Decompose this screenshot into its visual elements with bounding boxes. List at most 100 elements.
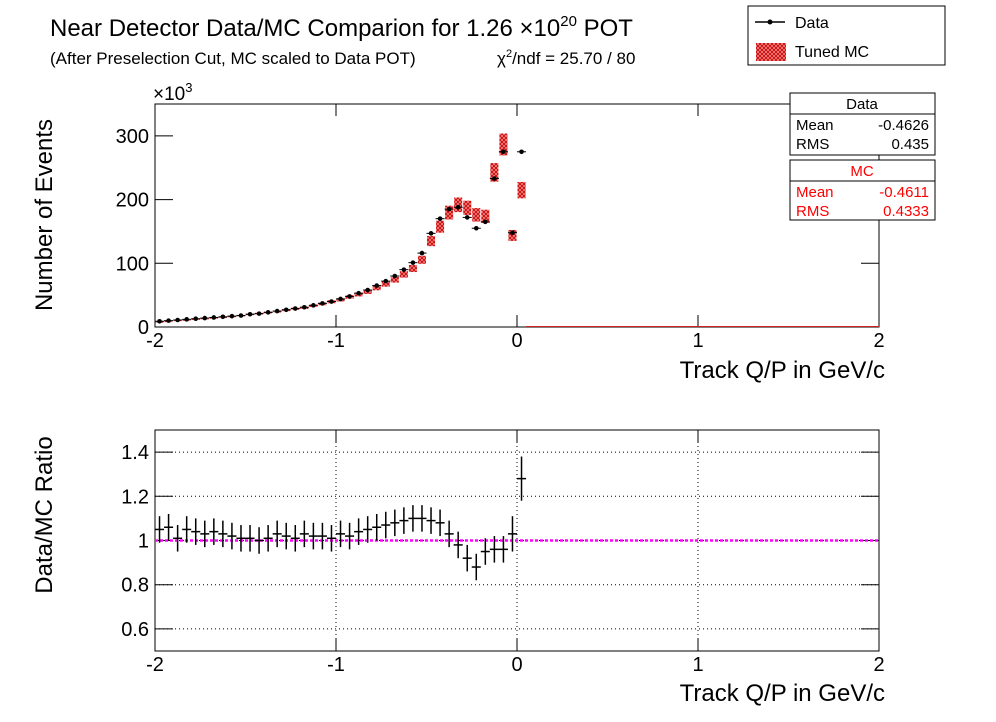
data-point (166, 318, 171, 323)
data-point (211, 315, 217, 320)
data-point (455, 204, 461, 210)
data-point (193, 316, 199, 322)
subtitle: (After Preselection Cut, MC scaled to Da… (50, 49, 416, 68)
mc-band (427, 235, 436, 247)
legend-label: Data (795, 15, 829, 32)
data-point (419, 250, 425, 256)
data-point (510, 230, 515, 236)
stats-box (789, 159, 936, 221)
data-point (338, 296, 343, 302)
data-point (256, 311, 262, 316)
x-tick-label: 1 (692, 330, 703, 352)
data-point (356, 290, 361, 296)
y-tick-label: 200 (116, 190, 149, 212)
data-point (320, 301, 325, 306)
y-tick-label: 1.2 (121, 486, 149, 508)
stats-title: Data (846, 96, 878, 113)
data-point (365, 287, 370, 293)
y-multiplier-text: ×10 (153, 84, 185, 105)
mc-band (399, 271, 408, 278)
data-point (311, 303, 316, 308)
chi2-symbol: χ (497, 49, 506, 68)
x-tick-label: -1 (327, 654, 345, 676)
stats-box (789, 92, 936, 156)
data-point (383, 278, 389, 284)
data-point (501, 149, 506, 155)
x-tick-label: 2 (873, 654, 884, 676)
data-point (347, 294, 352, 299)
data-point (374, 283, 380, 288)
data-point (392, 273, 398, 279)
x-axis-label: Track Q/P in GeV/c (680, 357, 885, 384)
x-tick-label: 1 (692, 654, 703, 676)
y-tick-label: 0.6 (121, 619, 149, 641)
stats-value: 0.435 (891, 136, 929, 153)
data-point (428, 231, 434, 236)
legend-swatch (756, 43, 786, 61)
x-tick-label: 0 (511, 330, 522, 352)
mc-band (408, 265, 417, 273)
mc-band (445, 205, 454, 220)
y-tick-label: 0 (138, 317, 149, 339)
mc-band (490, 163, 499, 182)
x-tick-label: -1 (327, 330, 345, 352)
stats-value: -0.4611 (879, 184, 929, 201)
data-point (274, 308, 280, 314)
y-axis-label: Number of Events (31, 119, 58, 311)
y-tick-label: 0.8 (121, 575, 149, 597)
y-tick-label: 1 (138, 531, 149, 553)
mc-band (390, 276, 399, 283)
x-tick-label: 0 (511, 654, 522, 676)
x-axis-label: Track Q/P in GeV/c (680, 680, 885, 707)
mc-band (472, 208, 481, 222)
data-point (220, 314, 226, 320)
stats-label: RMS (796, 136, 829, 153)
mc-band (481, 209, 490, 223)
mc-band (499, 133, 508, 156)
stats-label: Mean (796, 184, 834, 201)
data-point (238, 313, 244, 318)
data-point (247, 311, 253, 317)
stats-value: -0.4626 (878, 117, 929, 134)
y-multiplier-exponent: 3 (185, 80, 192, 95)
data-point (184, 317, 189, 322)
y-tick-label: 100 (116, 253, 149, 275)
stats-label: Mean (796, 117, 834, 134)
data-point (519, 149, 524, 155)
data-point (265, 310, 271, 315)
data-point (302, 304, 307, 310)
y-tick-label: 1.4 (121, 442, 149, 464)
data-point (229, 313, 235, 319)
mc-band (436, 220, 445, 233)
data-point (473, 225, 479, 231)
data-point (492, 176, 497, 181)
mc-band (381, 281, 390, 287)
title-text: Near Detector Data/MC Comparion for 1.26… (50, 15, 560, 42)
mc-band (517, 181, 526, 199)
x-tick-label: 2 (873, 330, 884, 352)
mc-band (463, 200, 472, 215)
x-tick-label: -2 (146, 330, 164, 352)
y-axis-label: Data/MC Ratio (31, 436, 58, 593)
legend-label: Tuned MC (795, 44, 869, 61)
chi2-text: /ndf = 25.70 / 80 (512, 49, 635, 68)
mc-band (454, 197, 463, 213)
mc-band (508, 229, 517, 241)
chi2-label: χ2/ndf = 25.70 / 80 (497, 48, 635, 68)
mc-band (417, 255, 426, 264)
data-point (410, 260, 416, 265)
data-point (446, 206, 452, 212)
chi2-exponent: 2 (506, 48, 512, 60)
x-tick-label: -2 (146, 654, 164, 676)
title-exponent: 20 (560, 13, 577, 30)
y-tick-label: 300 (116, 126, 149, 148)
legend-swatch (767, 19, 773, 25)
data-point (292, 306, 298, 311)
data-point (329, 299, 334, 304)
plot-frame (154, 103, 880, 328)
title-suffix: POT (577, 15, 633, 42)
stats-value: 0.4333 (883, 203, 929, 220)
data-point (175, 317, 180, 323)
